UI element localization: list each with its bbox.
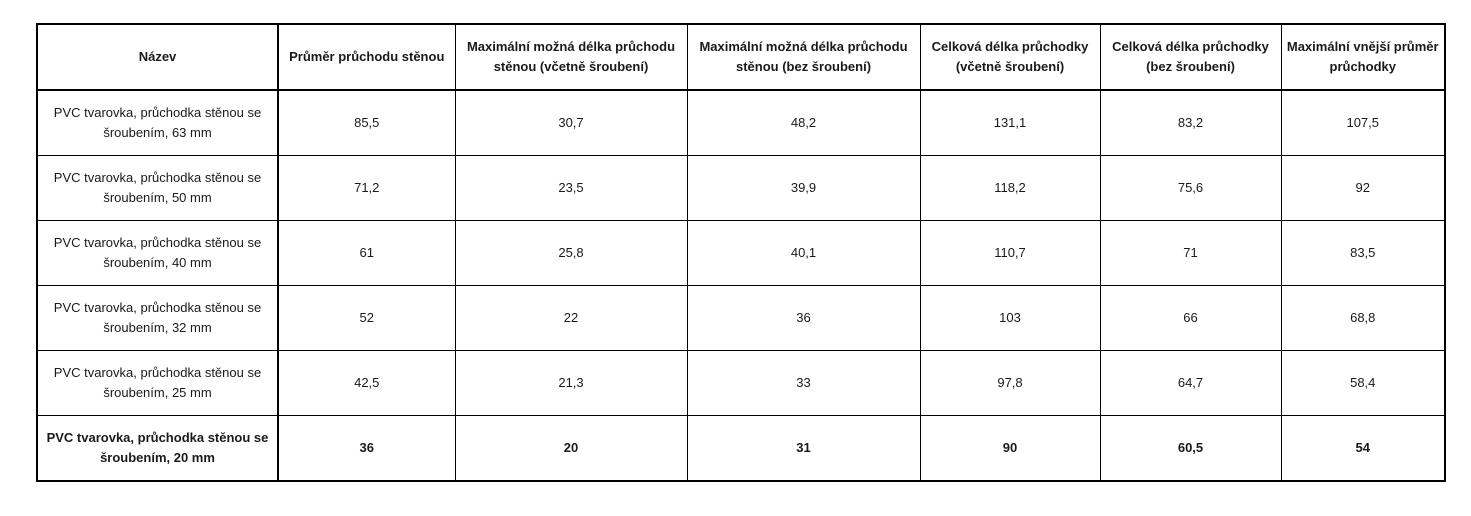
table-cell: 23,5 (454, 155, 688, 221)
table-row-highlighted: PVC tvarovka, průchodka stěnou se šroube… (36, 415, 1446, 482)
column-header-max-length-with-fitting: Maximální možná délka průchodu stěnou (v… (454, 23, 688, 91)
table-cell: 66 (1099, 285, 1282, 351)
table-cell-name: PVC tvarovka, průchodka stěnou se šroube… (36, 350, 279, 416)
column-header-total-length-without-fitting: Celková délka průchodky (bez šroubení) (1099, 23, 1282, 91)
column-header-name: Název (36, 23, 279, 91)
table-cell-name: PVC tvarovka, průchodka stěnou se šroube… (36, 89, 279, 156)
header-row: Název Průměr průchodu stěnou Maximální m… (36, 23, 1446, 91)
column-header-wall-diameter: Průměr průchodu stěnou (277, 23, 456, 91)
table-cell: 42,5 (277, 350, 456, 416)
table-cell: 118,2 (919, 155, 1101, 221)
column-header-max-length-without-fitting: Maximální možná délka průchodu stěnou (b… (686, 23, 921, 91)
table-cell: 36 (686, 285, 921, 351)
table-row: PVC tvarovka, průchodka stěnou se šroube… (36, 155, 1446, 221)
table-cell-name: PVC tvarovka, průchodka stěnou se šroube… (36, 220, 279, 286)
table-cell: 83,2 (1099, 89, 1282, 156)
table-cell: 30,7 (454, 89, 688, 156)
table-cell: 110,7 (919, 220, 1101, 286)
table-cell: 52 (277, 285, 456, 351)
table-cell: 68,8 (1280, 285, 1446, 351)
table-cell: 71,2 (277, 155, 456, 221)
table-cell: 85,5 (277, 89, 456, 156)
table-cell: 21,3 (454, 350, 688, 416)
table-cell: 103 (919, 285, 1101, 351)
table-cell: 75,6 (1099, 155, 1282, 221)
column-header-total-length-with-fitting: Celková délka průchodky (včetně šroubení… (919, 23, 1101, 91)
table-cell: 33 (686, 350, 921, 416)
table-cell: 131,1 (919, 89, 1101, 156)
table-cell: 83,5 (1280, 220, 1446, 286)
column-header-max-outer-diameter: Maximální vnější průměr průchodky (1280, 23, 1446, 91)
table-cell: 90 (919, 415, 1101, 482)
table-cell: 107,5 (1280, 89, 1446, 156)
table-cell: 92 (1280, 155, 1446, 221)
table-cell: 31 (686, 415, 921, 482)
table-cell-name: PVC tvarovka, průchodka stěnou se šroube… (36, 285, 279, 351)
table-cell: 22 (454, 285, 688, 351)
table-row: PVC tvarovka, průchodka stěnou se šroube… (36, 350, 1446, 416)
table-cell: 64,7 (1099, 350, 1282, 416)
table-cell: 60,5 (1099, 415, 1282, 482)
table-cell: 48,2 (686, 89, 921, 156)
table-cell: 36 (277, 415, 456, 482)
table-row: PVC tvarovka, průchodka stěnou se šroube… (36, 89, 1446, 156)
table-cell: 58,4 (1280, 350, 1446, 416)
table-cell: 40,1 (686, 220, 921, 286)
spec-table: Název Průměr průchodu stěnou Maximální m… (36, 23, 1446, 482)
table-cell: 54 (1280, 415, 1446, 482)
table-cell-name: PVC tvarovka, průchodka stěnou se šroube… (36, 155, 279, 221)
table-row: PVC tvarovka, průchodka stěnou se šroube… (36, 285, 1446, 351)
table-cell: 20 (454, 415, 688, 482)
table-row: PVC tvarovka, průchodka stěnou se šroube… (36, 220, 1446, 286)
table-cell: 71 (1099, 220, 1282, 286)
table-cell: 39,9 (686, 155, 921, 221)
table-cell: 25,8 (454, 220, 688, 286)
table-cell: 61 (277, 220, 456, 286)
table-cell-name: PVC tvarovka, průchodka stěnou se šroube… (36, 415, 279, 482)
table-cell: 97,8 (919, 350, 1101, 416)
